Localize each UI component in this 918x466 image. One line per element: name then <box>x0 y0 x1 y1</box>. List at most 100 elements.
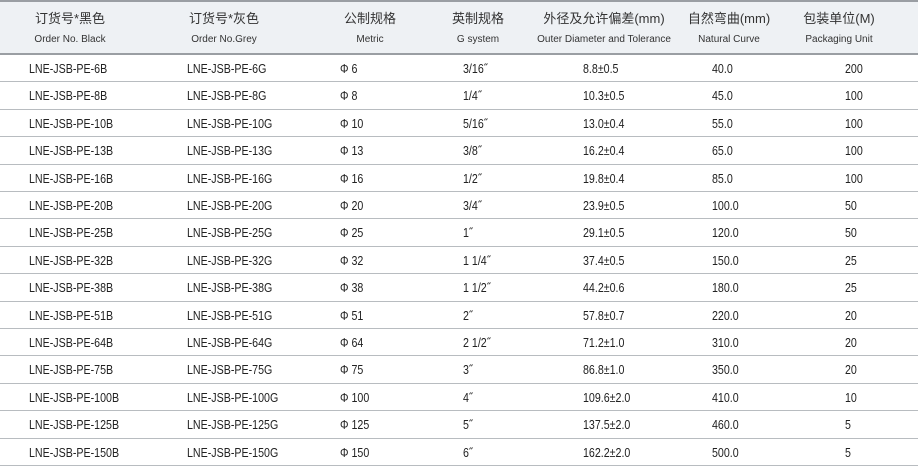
cell-metric: Φ 75 <box>340 362 364 378</box>
header-en-label: Outer Diameter and Tolerance <box>537 34 671 45</box>
cell-natural-curve: 150.0 <box>712 252 739 268</box>
header-en-label: Order No. Black <box>34 34 106 45</box>
cell-order-no-grey: LNE-JSB-PE-16G <box>187 170 273 186</box>
cell-g-system: 2 1/2˝ <box>463 335 491 350</box>
cell-order-no-grey: LNE-JSB-PE-6G <box>187 61 267 76</box>
cell-order-no-grey: LNE-JSB-PE-8G <box>187 88 267 104</box>
cell-natural-curve: 45.0 <box>712 88 733 104</box>
cell-natural-curve: 85.0 <box>712 170 733 186</box>
cell-natural-curve: 310.0 <box>712 335 739 350</box>
cell-outer-diameter: 44.2±0.6 <box>583 280 625 296</box>
header-cn-label: 自然弯曲(mm) <box>687 11 771 26</box>
cell-order-no-black: LNE-JSB-PE-75B <box>29 362 114 378</box>
table-row: LNE-JSB-PE-75B LNE-JSB-PE-75G Φ 75 3˝ 86.8±1… <box>0 356 918 384</box>
table-row: LNE-JSB-PE-8B LNE-JSB-PE-8G Φ 8 1/4˝ 10.3±0.… <box>0 82 918 110</box>
table-row: LNE-JSB-PE-100B LNE-JSB-PE-100G Φ 100 4˝ 109… <box>0 384 918 412</box>
cell-natural-curve: 410.0 <box>712 389 739 405</box>
cell-natural-curve: 120.0 <box>712 225 739 241</box>
cell-packaging-unit: 50 <box>845 198 857 213</box>
cell-packaging-unit: 100 <box>845 143 863 159</box>
cell-order-no-black: LNE-JSB-PE-13B <box>29 143 114 159</box>
cell-order-no-black: LNE-JSB-PE-32B <box>29 252 114 268</box>
header-cn-label: 订货号*灰色 <box>188 11 260 26</box>
table-row: LNE-JSB-PE-13B LNE-JSB-PE-13G Φ 13 3/8˝ 16.2… <box>0 137 918 165</box>
header-en-label: Metric <box>356 34 384 45</box>
cell-outer-diameter: 37.4±0.5 <box>583 252 625 268</box>
cell-g-system: 1˝ <box>463 225 473 241</box>
header-cn-label: 订货号*黑色 <box>34 11 106 26</box>
cell-metric: Φ 150 <box>340 444 370 460</box>
cell-natural-curve: 460.0 <box>712 417 739 433</box>
cell-order-no-grey: LNE-JSB-PE-64G <box>187 335 273 350</box>
cell-outer-diameter: 29.1±0.5 <box>583 225 625 241</box>
cell-metric: Φ 125 <box>340 417 370 433</box>
cell-natural-curve: 350.0 <box>712 362 739 378</box>
cell-packaging-unit: 50 <box>845 225 857 241</box>
cell-g-system: 1/4˝ <box>463 88 482 104</box>
cell-packaging-unit: 100 <box>845 115 863 131</box>
cell-order-no-black: LNE-JSB-PE-8B <box>29 88 108 104</box>
header-cn-label: 英制规格 <box>451 11 505 26</box>
cell-metric: Φ 6 <box>340 61 358 76</box>
cell-order-no-black: LNE-JSB-PE-51B <box>29 307 114 323</box>
cell-order-no-black: LNE-JSB-PE-150B <box>29 444 120 460</box>
cell-outer-diameter: 137.5±2.0 <box>583 417 631 433</box>
cell-order-no-grey: LNE-JSB-PE-125G <box>187 417 279 433</box>
header-cn-label: 外径及允许偏差(mm) <box>543 11 665 26</box>
cell-outer-diameter: 23.9±0.5 <box>583 198 625 213</box>
cell-order-no-black: LNE-JSB-PE-10B <box>29 115 114 131</box>
cell-order-no-black: LNE-JSB-PE-38B <box>29 280 114 296</box>
header-cn-label: 公制规格 <box>343 11 397 26</box>
cell-g-system: 3/16˝ <box>463 61 488 76</box>
cell-outer-diameter: 109.6±2.0 <box>583 389 631 405</box>
cell-metric: Φ 100 <box>340 389 370 405</box>
cell-order-no-grey: LNE-JSB-PE-13G <box>187 143 273 159</box>
cell-g-system: 3˝ <box>463 362 473 378</box>
cell-metric: Φ 25 <box>340 225 364 241</box>
table-row: LNE-JSB-PE-125B LNE-JSB-PE-125G Φ 125 5˝ 137… <box>0 411 918 439</box>
header-en-label: Packaging Unit <box>805 34 873 45</box>
top-rule <box>0 0 918 2</box>
cell-order-no-grey: LNE-JSB-PE-75G <box>187 362 273 378</box>
cell-packaging-unit: 5 <box>845 444 851 460</box>
cell-order-no-grey: LNE-JSB-PE-25G <box>187 225 273 241</box>
header-en-label: G system <box>456 34 500 45</box>
cell-packaging-unit: 25 <box>845 280 857 296</box>
cell-metric: Φ 13 <box>340 143 364 159</box>
cell-packaging-unit: 10 <box>845 389 857 405</box>
cell-packaging-unit: 25 <box>845 252 857 268</box>
cell-g-system: 5˝ <box>463 417 473 433</box>
cell-outer-diameter: 71.2±1.0 <box>583 335 625 350</box>
cell-order-no-grey: LNE-JSB-PE-10G <box>187 115 273 131</box>
table-header: 订货号*黑色 Order No. Black 订货号*灰色 Order No.Grey… <box>0 2 918 55</box>
header-outer-diameter: 外径及允许偏差(mm) Outer Diameter and Tolerance <box>537 10 671 49</box>
cell-outer-diameter: 57.8±0.7 <box>583 307 625 323</box>
header-order-no-grey: 订货号*灰色 Order No.Grey <box>189 10 259 49</box>
cell-natural-curve: 40.0 <box>712 61 733 76</box>
cell-g-system: 5/16˝ <box>463 115 488 131</box>
cell-metric: Φ 38 <box>340 280 364 296</box>
cell-order-no-black: LNE-JSB-PE-125B <box>29 417 120 433</box>
header-g-system: 英制规格 G system <box>452 10 504 49</box>
table-row: LNE-JSB-PE-16B LNE-JSB-PE-16G Φ 16 1/2˝ 19.8… <box>0 165 918 192</box>
cell-outer-diameter: 86.8±1.0 <box>583 362 625 378</box>
cell-metric: Φ 64 <box>340 335 364 350</box>
cell-order-no-black: LNE-JSB-PE-16B <box>29 170 114 186</box>
cell-order-no-grey: LNE-JSB-PE-32G <box>187 252 273 268</box>
cell-metric: Φ 20 <box>340 198 364 213</box>
table-row: LNE-JSB-PE-6B LNE-JSB-PE-6G Φ 6 3/16˝ 8.8±0.… <box>0 55 918 83</box>
cell-order-no-grey: LNE-JSB-PE-20G <box>187 198 273 213</box>
cell-g-system: 3/8˝ <box>463 143 482 159</box>
cell-order-no-black: LNE-JSB-PE-25B <box>29 225 114 241</box>
cell-natural-curve: 100.0 <box>712 198 739 213</box>
cell-g-system: 6˝ <box>463 444 473 460</box>
table-row: LNE-JSB-PE-64B LNE-JSB-PE-64G Φ 64 2 1/2˝ 71… <box>0 329 918 357</box>
table-row: LNE-JSB-PE-20B LNE-JSB-PE-20G Φ 20 3/4˝ 23.9… <box>0 192 918 220</box>
cell-outer-diameter: 8.8±0.5 <box>583 61 619 76</box>
cell-order-no-black: LNE-JSB-PE-20B <box>29 198 114 213</box>
cell-order-no-grey: LNE-JSB-PE-150G <box>187 444 279 460</box>
table-row: LNE-JSB-PE-38B LNE-JSB-PE-38G Φ 38 1 1/2˝ 44… <box>0 274 918 302</box>
cell-packaging-unit: 100 <box>845 88 863 104</box>
cell-order-no-grey: LNE-JSB-PE-51G <box>187 307 273 323</box>
